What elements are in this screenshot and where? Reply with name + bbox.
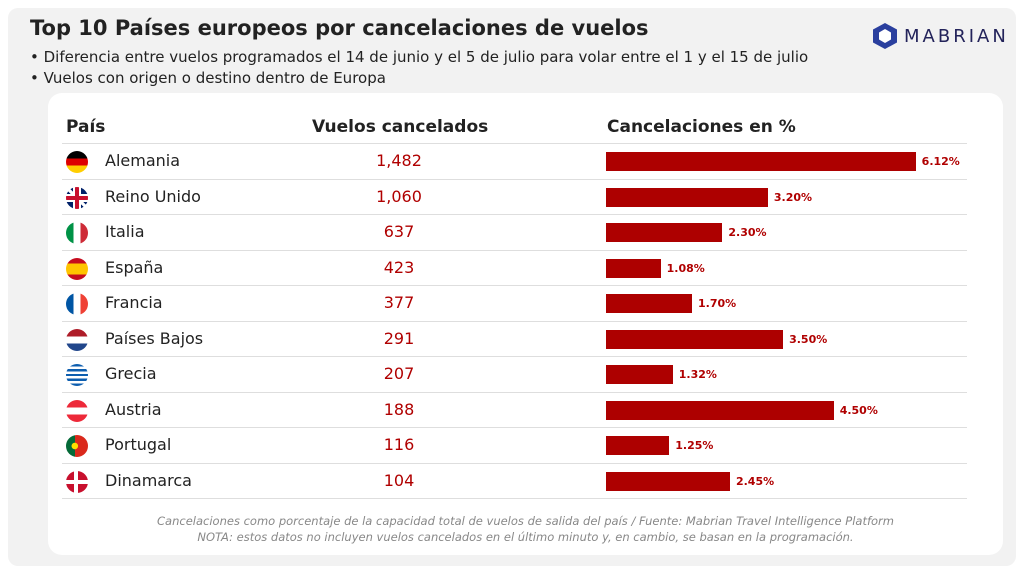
table-bottom-divider — [62, 498, 967, 499]
flag-it-icon — [66, 222, 88, 244]
page-title: Top 10 Países europeos por cancelaciones… — [30, 16, 649, 40]
footer-source: Cancelaciones como porcentaje de la capa… — [157, 514, 894, 528]
country-name: Dinamarca — [105, 470, 192, 490]
pct-label: 1.70% — [698, 297, 737, 310]
table-row: Grecia 207 1.32% — [62, 356, 967, 392]
bar-es — [606, 258, 661, 278]
flights-cancelled-value: 207 — [383, 364, 415, 383]
flights-cancelled-value: 188 — [383, 399, 415, 419]
flag-gb-icon — [66, 186, 88, 209]
flights-cancelled-value: 116 — [383, 435, 415, 454]
flag-dk-icon — [66, 470, 88, 493]
flag-fr-icon — [66, 293, 88, 315]
header-country: País — [66, 117, 106, 137]
pct-label: 2.30% — [728, 226, 767, 239]
table-row: Países Bajos 291 3.50% — [62, 320, 967, 357]
bar-fr — [606, 294, 693, 313]
flights-cancelled-value: 1,482 — [376, 151, 422, 170]
mabrian-logo: MABRIAN — [872, 22, 1009, 50]
table-row: Portugal 116 1.25% — [62, 427, 967, 463]
pct-label: 1.08% — [666, 261, 705, 275]
bar-at — [606, 400, 834, 420]
subtitle-bullet: • Vuelos con origen o destino dentro de … — [30, 69, 386, 87]
flights-cancelled-value: 423 — [383, 257, 415, 277]
pct-label: 1.25% — [675, 439, 714, 452]
header-flights: Vuelos cancelados — [312, 117, 489, 137]
bar-gr — [606, 365, 673, 384]
flights-cancelled-value: 291 — [383, 328, 415, 348]
subtitle-bullet: • Diferencia entre vuelos programados el… — [30, 48, 809, 66]
table-row: Alemania 1,482 6.12% — [62, 143, 967, 179]
flights-cancelled-value: 1,060 — [376, 186, 422, 206]
table-row: España 423 1.08% — [62, 249, 967, 286]
bar-nl — [606, 329, 784, 349]
bar-gb — [606, 187, 768, 207]
footer-note: NOTA: estos datos no incluyen vuelos can… — [197, 530, 854, 544]
table-row: Reino Unido 1,060 3.20% — [62, 178, 967, 215]
table-row: Austria 188 4.50% — [62, 391, 967, 428]
flights-cancelled-value: 377 — [383, 293, 415, 312]
table-row: Francia 377 1.70% — [62, 285, 967, 321]
flag-gr-icon — [66, 364, 88, 386]
country-name: Países Bajos — [105, 328, 204, 348]
country-name: Alemania — [105, 151, 181, 170]
country-name: Portugal — [105, 435, 172, 454]
flights-cancelled-value: 104 — [383, 470, 415, 490]
country-name: Austria — [105, 399, 162, 419]
pct-label: 2.45% — [735, 474, 775, 488]
bar-de — [606, 152, 916, 171]
table-row: Italia 637 2.30% — [62, 214, 967, 250]
country-name: Francia — [105, 293, 163, 312]
bar-it — [606, 223, 723, 242]
pct-label: 1.32% — [678, 368, 717, 381]
pct-label: 6.12% — [921, 155, 960, 168]
flag-at-icon — [66, 399, 88, 422]
country-name: Reino Unido — [105, 186, 201, 206]
country-name: Grecia — [105, 364, 157, 383]
bar-dk — [606, 471, 730, 491]
bar-pt — [606, 436, 670, 455]
pct-label: 4.50% — [839, 403, 878, 417]
flag-de-icon — [66, 151, 88, 173]
pct-label: 3.50% — [789, 332, 828, 346]
header-pct: Cancelaciones en % — [607, 117, 796, 137]
country-name: España — [105, 257, 164, 277]
country-name: Italia — [105, 222, 145, 241]
flights-cancelled-value: 637 — [383, 222, 415, 241]
flag-es-icon — [66, 257, 88, 280]
table-row: Dinamarca 104 2.45% — [62, 462, 967, 499]
hexagon-logo-icon — [873, 23, 897, 49]
pct-label: 3.20% — [773, 190, 813, 204]
flag-pt-icon — [66, 435, 88, 457]
logo-text: MABRIAN — [904, 25, 1009, 47]
flag-nl-icon — [66, 328, 88, 351]
